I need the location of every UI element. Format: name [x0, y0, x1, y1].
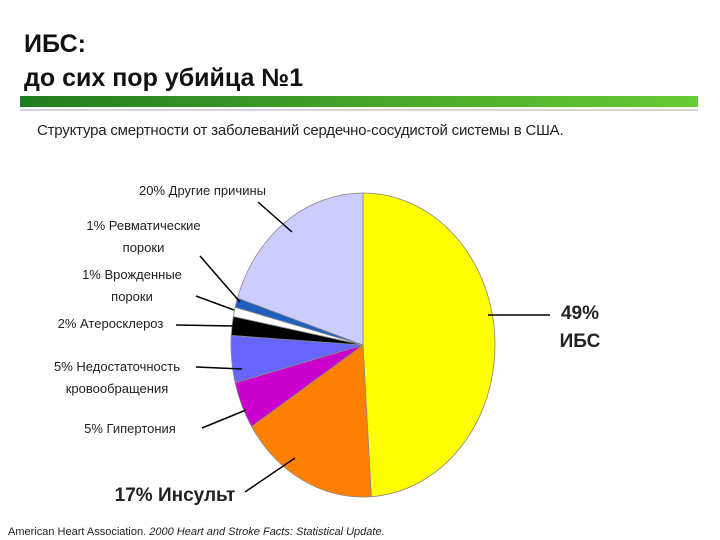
slice-label: 1% Ревматические пороки [66, 215, 221, 259]
category-label: Атеросклероз [80, 316, 164, 331]
slice-label: 5% Недостаточность кровообращения [32, 356, 202, 400]
value-label: 1% [86, 218, 106, 233]
value-label: 1% [82, 267, 101, 282]
slice-label: 20% Другие причины [110, 180, 295, 202]
pie-slice [236, 192, 364, 346]
divider [20, 96, 698, 107]
leader-line [199, 255, 241, 303]
slice-label: 49% ИБС [540, 300, 620, 356]
slice-label: 5% Гипертония [60, 418, 200, 440]
subtitle: Структура смертности от заболеваний серд… [37, 122, 564, 139]
source-work: 2000 Heart and Stroke Facts: Statistical… [149, 526, 385, 538]
category-label: Другие причины [168, 183, 266, 198]
category-label: Ревматические пороки [108, 218, 201, 255]
value-label: 49% [560, 303, 600, 324]
value-label: 5% [54, 359, 73, 374]
leader-line [257, 201, 293, 233]
slice-label: 1% Врожденные пороки [62, 264, 202, 308]
category-label: ИБС [559, 331, 601, 352]
source-author: American Heart Association. [8, 526, 147, 538]
leader-line [244, 457, 296, 493]
value-label: 5% [84, 421, 103, 436]
category-label: Недостаточность кровообращения [65, 359, 180, 396]
category-label: Инсульт [157, 485, 236, 506]
leader-line [195, 366, 243, 370]
slice-label: 17% Инсульт [100, 482, 250, 510]
leader-line [201, 409, 247, 429]
slice-label: 2% Атеросклероз [38, 313, 183, 335]
category-label: Врожденные пороки [104, 267, 182, 304]
title-line: до сих пор убийца №1 [24, 64, 304, 92]
pie-slice [251, 344, 372, 498]
source: American Heart Association. 2000 Heart a… [8, 526, 385, 538]
pie-slice [362, 192, 496, 498]
category-label: Гипертония [106, 421, 176, 436]
value-label: 2% [57, 316, 77, 331]
leader-line [175, 324, 235, 327]
value-label: 17% [114, 485, 153, 506]
title: ИБС: [24, 30, 86, 58]
value-label: 20% [139, 183, 166, 198]
leader-line [195, 295, 235, 311]
